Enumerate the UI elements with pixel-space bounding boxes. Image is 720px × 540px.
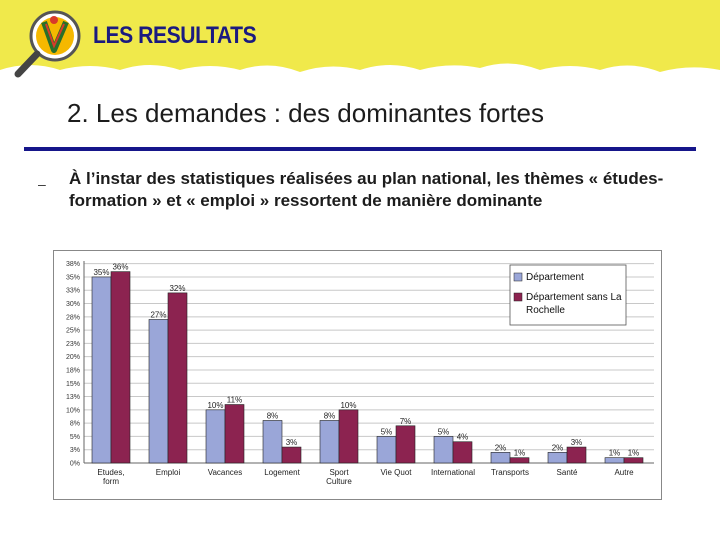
bar: [338, 409, 359, 464]
title-rule: [24, 147, 696, 151]
x-tick-label: Transports: [491, 468, 529, 477]
y-tick-label: 10%: [66, 407, 80, 414]
x-tick-label: form: [103, 477, 119, 486]
data-label: 3%: [286, 438, 298, 447]
y-tick-label: 38%: [66, 261, 80, 268]
bar: [623, 457, 644, 464]
bar: [262, 420, 283, 464]
banner-background: [0, 0, 720, 72]
data-label: 5%: [438, 427, 450, 436]
x-tick-label: Sport: [329, 468, 349, 477]
data-label: 1%: [609, 449, 621, 458]
data-label: 5%: [381, 427, 393, 436]
section-title: LES RESULTATS: [93, 22, 257, 49]
page-title: 2. Les demandes : des dominantes fortes: [67, 98, 544, 128]
data-label: 35%: [93, 268, 109, 277]
data-label: 36%: [112, 263, 128, 272]
bar-chart: 0% 3% 5% 8% 10% 13% 15% 18% 20% 23% 25% 28% 30% 33% 35…: [53, 250, 662, 500]
legend-swatch-1: [513, 272, 523, 282]
data-label: 8%: [267, 411, 279, 420]
data-label: 4%: [457, 433, 469, 442]
y-tick-label: 20%: [66, 354, 80, 361]
x-tick-label: Vie Quot: [381, 468, 413, 477]
bullet-text: À l’instar des statistiques réalisées au…: [69, 169, 664, 210]
legend-swatch-2: [513, 292, 523, 302]
data-label: 27%: [150, 310, 166, 319]
x-tick-label: International: [431, 468, 475, 477]
x-tick-label: Etudes,: [97, 468, 124, 477]
bullet-marker: –: [38, 176, 46, 192]
data-label: 10%: [340, 401, 356, 410]
header-banner: [0, 0, 720, 78]
bar: [547, 452, 568, 464]
bar: [433, 436, 454, 464]
x-tick-label: Autre: [614, 468, 634, 477]
y-tick-label: 23%: [66, 341, 80, 348]
magnifier-logo-icon: [10, 8, 90, 78]
bar: [509, 457, 530, 464]
y-tick-label: 28%: [66, 314, 80, 321]
legend-label-2: Département sans La Rochelle: [526, 292, 622, 316]
data-label: 2%: [495, 443, 507, 452]
bar: [566, 446, 587, 464]
y-tick-label: 13%: [66, 394, 80, 401]
x-tick-label: Culture: [326, 477, 352, 486]
y-tick-label: 8%: [70, 421, 80, 428]
x-tick-label: Emploi: [156, 468, 181, 477]
bar: [110, 271, 131, 464]
data-label: 3%: [571, 438, 583, 447]
data-label: 7%: [400, 417, 412, 426]
x-tick-label: Santé: [557, 468, 578, 477]
x-tick-label: Vacances: [208, 468, 243, 477]
bar: [452, 441, 473, 464]
legend-box: [509, 264, 627, 326]
bar: [224, 404, 245, 464]
data-label: 1%: [628, 449, 640, 458]
data-label: 10%: [207, 401, 223, 410]
y-tick-label: 3%: [70, 447, 80, 454]
bar: [376, 436, 397, 464]
y-tick-label: 35%: [66, 274, 80, 281]
bar: [205, 409, 226, 464]
chart-canvas: 0% 3% 5% 8% 10% 13% 15% 18% 20% 23% 25% 28% 30% 33% 35…: [66, 261, 654, 486]
y-tick-label: 25%: [66, 328, 80, 335]
y-tick-label: 33%: [66, 288, 80, 295]
bar: [148, 319, 169, 464]
data-label: 2%: [552, 443, 564, 452]
y-tick-label: 18%: [66, 367, 80, 374]
bar: [91, 276, 112, 464]
bar: [281, 446, 302, 464]
bar: [490, 452, 511, 464]
bar: [167, 292, 188, 464]
y-tick-label: 5%: [70, 434, 80, 441]
data-label: 8%: [324, 411, 336, 420]
bar: [395, 425, 416, 464]
legend-label-1: Département: [526, 272, 584, 283]
bar: [604, 457, 625, 464]
y-tick-label: 0%: [70, 461, 80, 468]
x-tick-label: Logement: [264, 468, 300, 477]
bar: [319, 420, 340, 464]
data-label: 1%: [514, 449, 526, 458]
y-tick-label: 30%: [66, 301, 80, 308]
data-label: 11%: [227, 396, 242, 405]
data-label: 32%: [169, 284, 185, 293]
y-tick-label: 15%: [66, 381, 80, 388]
